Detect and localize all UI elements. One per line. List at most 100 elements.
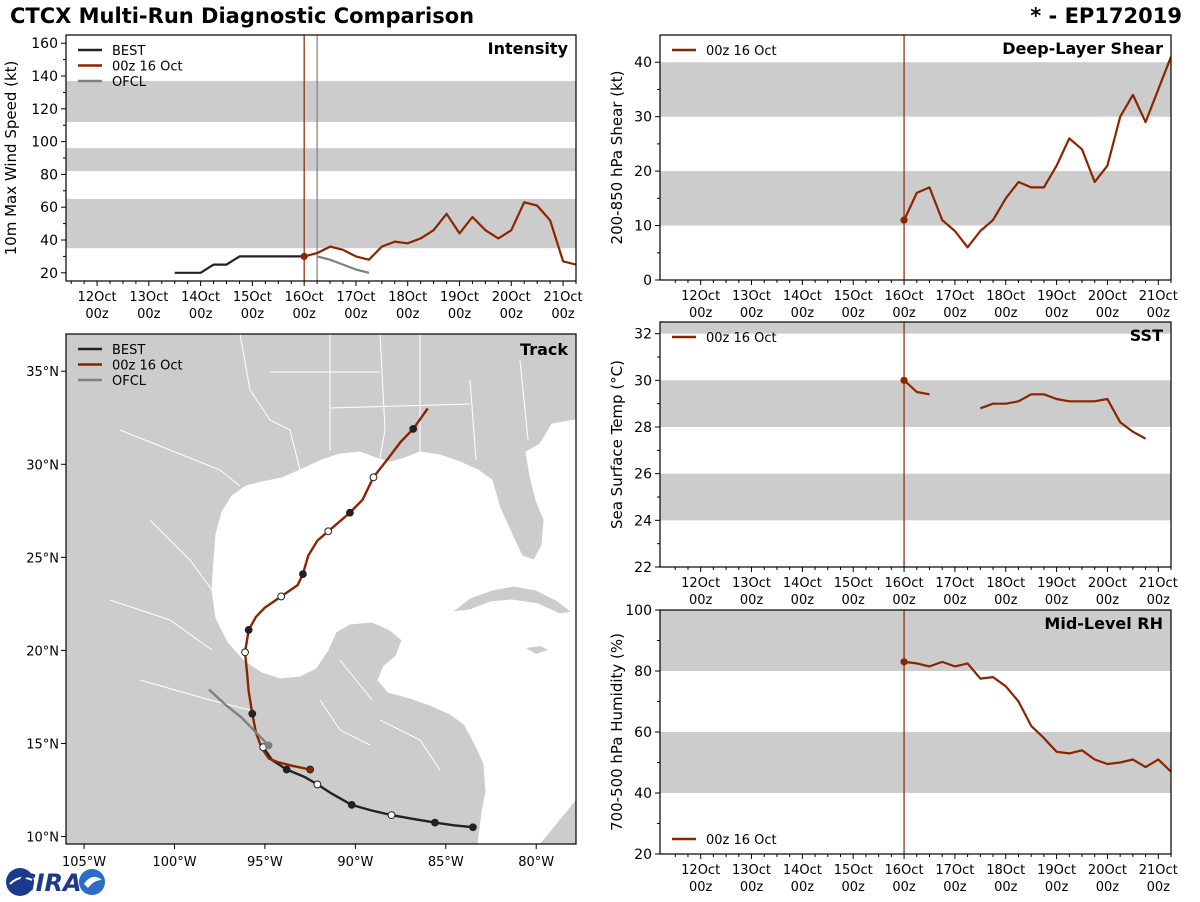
track-ytick-label: 10°N xyxy=(26,831,59,846)
rh-xtick-label: 14Oct xyxy=(783,863,822,878)
sst-band xyxy=(660,322,1171,334)
rh-xtick-label: 13Oct xyxy=(732,863,771,878)
intensity-xtick-label-hour: 00z xyxy=(137,307,161,322)
track-marker-best xyxy=(282,765,291,774)
track-frame xyxy=(65,333,577,845)
intensity-xtick-label-hour: 00z xyxy=(500,307,524,322)
sst-xtick-label-hour: 00z xyxy=(1045,593,1069,608)
shear-band xyxy=(660,171,1171,226)
sst-x-axis: 12Oct 00z 13Oct 00z 14Oct 00z 15Oct 00z 16Oct 00z… xyxy=(674,567,1178,608)
track-legend-label: OFCL xyxy=(112,374,147,389)
sst-xtick-label-hour: 00z xyxy=(1147,593,1171,608)
shear-xtick-label: 13Oct xyxy=(732,289,771,304)
shear-band xyxy=(660,62,1171,117)
rh-ytick-label: 80 xyxy=(634,664,652,680)
shear-xtick-label: 15Oct xyxy=(834,289,873,304)
track-marker-best xyxy=(431,818,439,827)
intensity-xtick-label: 21Oct xyxy=(544,290,583,305)
intensity-ytick-label: 160 xyxy=(31,36,58,52)
sst-xtick-label-hour: 00z xyxy=(740,593,764,608)
rh-xtick-label: 19Oct xyxy=(1037,863,1076,878)
rh-xtick-label: 20Oct xyxy=(1088,863,1127,878)
track-marker-ofcl xyxy=(264,741,273,750)
shear-ytick-label: 40 xyxy=(634,55,652,71)
shear-xtick-label-hour: 00z xyxy=(994,306,1018,321)
sst-frame xyxy=(659,321,1172,568)
intensity-line-run xyxy=(303,201,576,266)
sst-xtick-label: 15Oct xyxy=(834,576,873,591)
rh-ytick-label: 20 xyxy=(634,847,652,863)
rh-xtick-label-hour: 00z xyxy=(791,880,815,895)
intensity-xtick-label-hour: 00z xyxy=(241,307,265,322)
rh-bands xyxy=(660,610,1171,793)
storm-id: * - EP172019 xyxy=(1030,4,1182,28)
intensity-vlines xyxy=(303,35,318,281)
shear-ytick-label: 30 xyxy=(634,110,652,126)
shear-xtick-label-hour: 00z xyxy=(791,306,815,321)
sst-legend-label: 00z 16 Oct xyxy=(706,331,777,346)
shear-series xyxy=(900,56,1171,249)
intensity-xtick-label: 14Oct xyxy=(181,290,220,305)
intensity-xtick-label: 13Oct xyxy=(129,290,168,305)
sst-band xyxy=(660,473,1171,521)
rh-series xyxy=(900,658,1171,773)
sst-xtick-label: 14Oct xyxy=(783,576,822,591)
rh-ylabel: 700-500 hPa Humidity (%) xyxy=(608,633,626,831)
rh-xtick-label-hour: 00z xyxy=(1096,880,1120,895)
shear-xtick-label: 19Oct xyxy=(1037,289,1076,304)
track-marker-best xyxy=(313,780,322,789)
track-xtick-label: 100°W xyxy=(152,855,196,870)
cuba-land xyxy=(450,585,574,615)
track-title: Track xyxy=(520,340,568,359)
rh-xtick-label-hour: 00z xyxy=(943,880,967,895)
intensity-x-axis: 12Oct 00z 13Oct 00z 14Oct 00z 15Oct 00z 16Oct 00z… xyxy=(70,281,583,322)
rh-legend: 00z 16 Oct xyxy=(672,833,777,848)
shear-x-axis: 12Oct 00z 13Oct 00z 14Oct 00z 15Oct 00z 16Oct 00z… xyxy=(674,280,1178,321)
rh-xtick-label: 16Oct xyxy=(885,863,924,878)
rh-xtick-label-hour: 00z xyxy=(1147,880,1171,895)
sst-plot-area xyxy=(660,322,1171,567)
shear-legend: 00z 16 Oct xyxy=(672,44,777,59)
track-marker-best xyxy=(347,801,356,809)
track-marker-run xyxy=(241,648,249,657)
rh-ytick-label: 60 xyxy=(634,725,652,741)
track-marker-run xyxy=(248,709,257,718)
shear-xtick-label: 18Oct xyxy=(986,289,1025,304)
track-xtick-label: 90°W xyxy=(337,855,373,870)
figure-title: CTCX Multi-Run Diagnostic Comparison xyxy=(10,4,475,28)
rh-xtick-label-hour: 00z xyxy=(689,880,713,895)
shear-xtick-label-hour: 00z xyxy=(740,306,764,321)
sst-xtick-label-hour: 00z xyxy=(689,593,713,608)
intensity-legend-label: OFCL xyxy=(112,75,147,90)
rh-band xyxy=(660,732,1171,793)
land-masses xyxy=(66,334,576,844)
intensity-ytick-label: 40 xyxy=(40,233,58,249)
sst-panel: 22 24 26 28 30 32 Sea Surface Temp (°C) 12Oct 00… xyxy=(608,321,1178,608)
shear-xtick-label-hour: 00z xyxy=(943,306,967,321)
intensity-ytick-label: 120 xyxy=(31,102,58,118)
track-legend-label: BEST xyxy=(112,343,145,358)
track-xtick-label: 95°W xyxy=(247,855,283,870)
shear-xtick-label-hour: 00z xyxy=(892,306,916,321)
rh-xtick-label-hour: 00z xyxy=(1045,880,1069,895)
intensity-ylabel: 10m Max Wind Speed (kt) xyxy=(2,61,20,256)
track-marker-best xyxy=(387,811,396,820)
intensity-xtick-label-hour: 00z xyxy=(292,307,316,322)
track-marker-run xyxy=(244,626,253,634)
sst-xtick-label-hour: 00z xyxy=(842,593,866,608)
shear-bands xyxy=(660,62,1171,226)
intensity-xtick-label-hour: 00z xyxy=(396,307,420,322)
intensity-legend-label: BEST xyxy=(112,44,145,59)
rh-legend-label: 00z 16 Oct xyxy=(706,833,777,848)
intensity-y-axis: 20 40 60 80 100 120 140 160 xyxy=(31,36,66,282)
cira-logo: CIRA xyxy=(4,866,108,898)
sst-ytick-label: 30 xyxy=(634,373,652,389)
sst-ytick-label: 26 xyxy=(634,467,652,483)
sst-xtick-label-hour: 00z xyxy=(1096,593,1120,608)
jamaica-land xyxy=(526,646,548,654)
shear-xtick-label-hour: 00z xyxy=(1045,306,1069,321)
south-america-land xyxy=(540,800,576,844)
sst-xtick-label: 16Oct xyxy=(885,576,924,591)
intensity-title: Intensity xyxy=(488,39,569,58)
